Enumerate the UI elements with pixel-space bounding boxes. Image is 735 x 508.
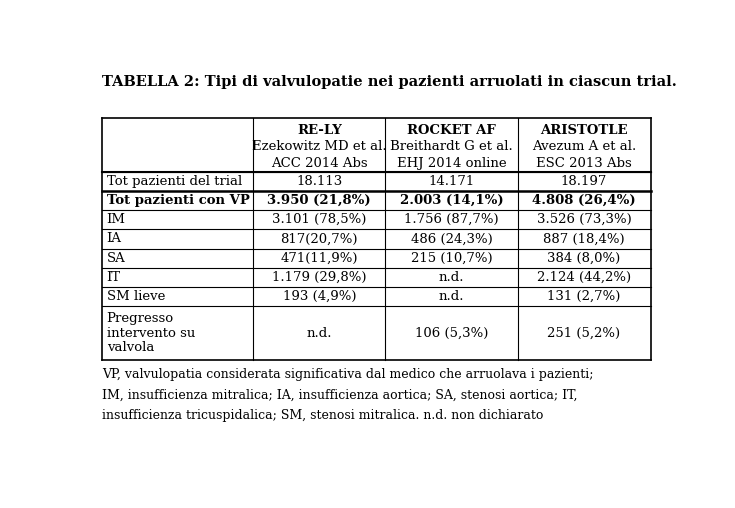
- Text: 14.171: 14.171: [429, 175, 475, 187]
- Text: 817(20,7%): 817(20,7%): [281, 233, 358, 245]
- Text: insufficienza tricuspidalica; SM, stenosi mitralica. n.d. non dichiarato: insufficienza tricuspidalica; SM, stenos…: [102, 409, 543, 422]
- Text: 2.003 (14,1%): 2.003 (14,1%): [400, 194, 503, 207]
- Text: Avezum A et al.: Avezum A et al.: [532, 140, 636, 153]
- Text: intervento su: intervento su: [107, 327, 195, 340]
- Text: IT: IT: [107, 271, 121, 284]
- Text: 193 (4,9%): 193 (4,9%): [282, 290, 356, 303]
- Text: 3.101 (78,5%): 3.101 (78,5%): [272, 213, 367, 226]
- Text: ARISTOTLE: ARISTOTLE: [540, 124, 628, 137]
- Text: 1.756 (87,7%): 1.756 (87,7%): [404, 213, 499, 226]
- Text: 887 (18,4%): 887 (18,4%): [543, 233, 625, 245]
- Text: n.d.: n.d.: [439, 290, 465, 303]
- Text: 486 (24,3%): 486 (24,3%): [411, 233, 492, 245]
- Text: 131 (2,7%): 131 (2,7%): [548, 290, 620, 303]
- Text: Pregresso: Pregresso: [107, 312, 173, 326]
- Text: 3.950 (21,8%): 3.950 (21,8%): [268, 194, 371, 207]
- Text: ROCKET AF: ROCKET AF: [407, 124, 496, 137]
- Text: Tot pazienti con VP: Tot pazienti con VP: [107, 194, 250, 207]
- Text: 18.113: 18.113: [296, 175, 343, 187]
- Text: 1.179 (29,8%): 1.179 (29,8%): [272, 271, 367, 284]
- Text: Ezekowitz MD et al.: Ezekowitz MD et al.: [252, 140, 387, 153]
- Text: 106 (5,3%): 106 (5,3%): [415, 327, 488, 340]
- Text: SA: SA: [107, 251, 126, 265]
- Text: TABELLA 2: Tipi di valvulopatie nei pazienti arruolati in ciascun trial.: TABELLA 2: Tipi di valvulopatie nei pazi…: [102, 75, 677, 89]
- Text: 2.124 (44,2%): 2.124 (44,2%): [537, 271, 631, 284]
- Text: ACC 2014 Abs: ACC 2014 Abs: [271, 157, 368, 170]
- Text: 215 (10,7%): 215 (10,7%): [411, 251, 492, 265]
- Text: 384 (8,0%): 384 (8,0%): [548, 251, 620, 265]
- Text: n.d.: n.d.: [306, 327, 332, 340]
- Text: 4.808 (26,4%): 4.808 (26,4%): [532, 194, 636, 207]
- Text: valvola: valvola: [107, 341, 154, 354]
- Text: 18.197: 18.197: [561, 175, 607, 187]
- Text: 471(11,9%): 471(11,9%): [281, 251, 358, 265]
- Text: Breithardt G et al.: Breithardt G et al.: [390, 140, 513, 153]
- Text: n.d.: n.d.: [439, 271, 465, 284]
- Text: RE-LY: RE-LY: [297, 124, 342, 137]
- Text: IM: IM: [107, 213, 126, 226]
- Text: IA: IA: [107, 233, 122, 245]
- Text: 3.526 (73,3%): 3.526 (73,3%): [537, 213, 631, 226]
- Text: EHJ 2014 online: EHJ 2014 online: [397, 157, 506, 170]
- Text: Tot pazienti del trial: Tot pazienti del trial: [107, 175, 242, 187]
- Text: IM, insufficienza mitralica; IA, insufficienza aortica; SA, stenosi aortica; IT,: IM, insufficienza mitralica; IA, insuffi…: [102, 388, 578, 401]
- Text: SM lieve: SM lieve: [107, 290, 165, 303]
- Text: 251 (5,2%): 251 (5,2%): [548, 327, 620, 340]
- Text: ESC 2013 Abs: ESC 2013 Abs: [536, 157, 632, 170]
- Text: VP, valvulopatia considerata significativa dal medico che arruolava i pazienti;: VP, valvulopatia considerata significati…: [102, 368, 594, 381]
